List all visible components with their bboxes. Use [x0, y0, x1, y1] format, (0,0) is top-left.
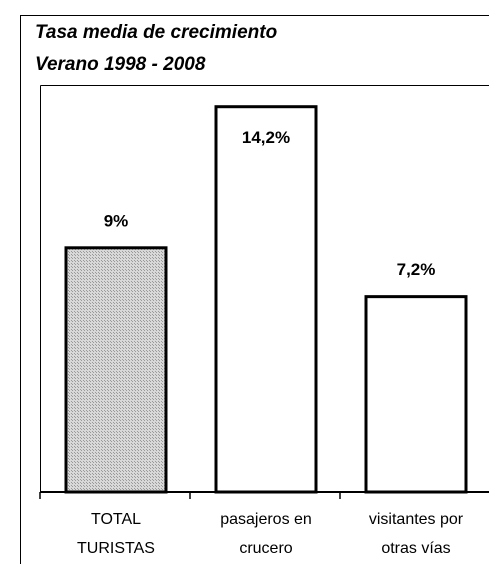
value-label: 14,2%	[242, 128, 290, 147]
x-tick-label: TOTAL	[91, 511, 141, 528]
x-tick-label: TURISTAS	[77, 540, 155, 557]
x-tick-label: otras vías	[381, 540, 450, 557]
value-label: 7,2%	[397, 260, 436, 279]
x-tick-label: crucero	[239, 540, 292, 557]
chart-title: Tasa media de crecimiento	[35, 22, 277, 43]
value-label: 9%	[104, 211, 129, 230]
x-tick-label: visitantes por	[369, 511, 464, 528]
x-tick-label: pasajeros en	[220, 511, 312, 528]
chart-subtitle: Verano 1998 - 2008	[35, 54, 206, 75]
bar	[64, 246, 168, 494]
bar	[214, 105, 318, 494]
bar	[364, 295, 468, 494]
